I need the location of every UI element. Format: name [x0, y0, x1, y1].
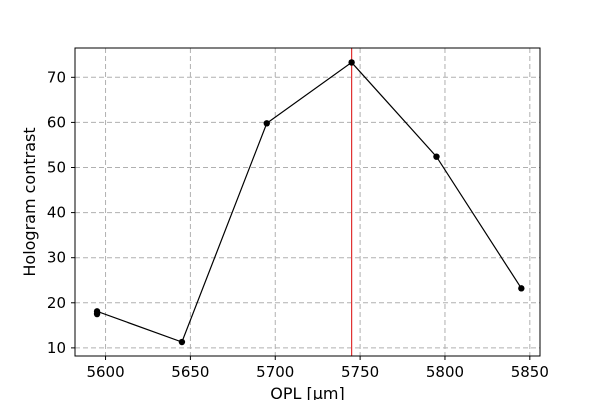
y-axis-ticks: 10 20 30 40 50 60 70 — [47, 68, 75, 357]
x-tick-label: 5750 — [341, 363, 379, 381]
x-tick-label: 5850 — [511, 363, 549, 381]
x-tick-label: 5600 — [86, 363, 124, 381]
data-point — [263, 120, 270, 127]
y-tick-label: 60 — [47, 113, 66, 131]
x-tick-label: 5800 — [426, 363, 464, 381]
x-tick-label: 5700 — [256, 363, 294, 381]
y-tick-label: 10 — [47, 339, 66, 357]
data-point — [433, 153, 440, 160]
x-axis-ticks: 5600 5650 5700 5750 5800 5850 — [86, 356, 549, 381]
x-tick-label: 5650 — [171, 363, 209, 381]
y-axis-label: Hologram contrast — [20, 127, 39, 276]
y-tick-label: 20 — [47, 294, 66, 312]
series-layer — [93, 59, 525, 346]
data-point — [348, 59, 355, 66]
grid — [75, 48, 540, 356]
data-point — [518, 285, 525, 292]
data-point — [93, 308, 101, 315]
data-point — [178, 338, 186, 346]
series-line — [96, 61, 522, 343]
y-tick-label: 40 — [47, 204, 66, 222]
y-tick-label: 30 — [47, 249, 66, 267]
y-tick-label: 70 — [47, 68, 66, 86]
y-tick-label: 50 — [47, 159, 66, 177]
x-axis-label: OPL [μm] — [270, 384, 345, 400]
plot-frame — [74, 47, 541, 357]
